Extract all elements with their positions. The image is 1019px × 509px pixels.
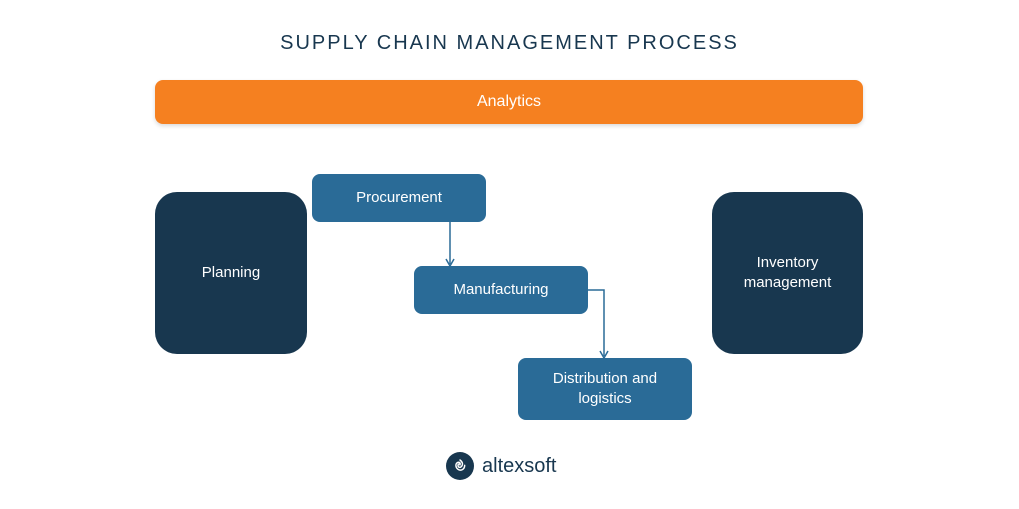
analytics-label: Analytics [477,93,541,111]
node-distribution-label: Distribution and logistics [528,369,682,410]
node-procurement: Procurement [312,174,486,222]
node-inventory-label: Inventory management [722,253,853,294]
node-planning-label: Planning [202,263,260,283]
brand-mark-icon [446,452,474,480]
node-planning: Planning [155,192,307,354]
analytics-bar: Analytics [155,80,863,124]
node-procurement-label: Procurement [356,188,442,208]
node-distribution: Distribution and logistics [518,358,692,420]
node-inventory: Inventory management [712,192,863,354]
brand-name: altexsoft [482,455,556,478]
node-manufacturing-label: Manufacturing [453,280,548,300]
diagram-title: SUPPLY CHAIN MANAGEMENT PROCESS [0,32,1019,55]
brand-logo: altexsoft [446,452,556,480]
flow-arrows [0,0,1019,509]
node-manufacturing: Manufacturing [414,266,588,314]
